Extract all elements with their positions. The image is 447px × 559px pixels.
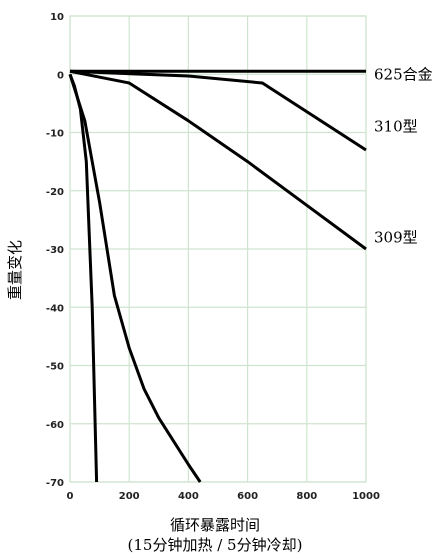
x-tick-label: 800 [296, 491, 317, 502]
y-tick-labels: 10 0 -10 -20 -30 -40 -50 -60 -70 [46, 12, 64, 489]
y-tick-label: -60 [46, 420, 64, 431]
x-tick-label: 400 [178, 491, 199, 502]
y-tick-label: 0 [57, 70, 64, 81]
series-line-5 [68, 73, 99, 483]
grid [69, 15, 367, 483]
series-line-3 [69, 69, 367, 251]
series-label-1: 625合金 [374, 65, 433, 83]
x-tick-label: 200 [119, 491, 140, 502]
series-line-2 [69, 69, 367, 152]
x-tick-label: 600 [237, 491, 258, 502]
x-tick-label: 1000 [352, 491, 380, 502]
x-axis-title: 循环暴露时间 [170, 516, 260, 534]
y-tick-label: -50 [46, 362, 64, 373]
y-tick-label: -40 [46, 303, 64, 314]
y-tick-label: -30 [46, 245, 64, 256]
y-tick-label: -10 [46, 129, 64, 140]
series-lines [68, 69, 367, 483]
y-axis-title: 重量变化 [6, 240, 24, 300]
series-label-2: 310型 [374, 118, 418, 136]
series-label-3: 309型 [374, 228, 418, 246]
x-axis-subtitle: (15分钟加热 / 5分钟冷却) [128, 536, 303, 554]
x-tick-label: 0 [67, 491, 74, 502]
y-tick-label: 10 [50, 12, 64, 23]
x-tick-labels: 0 200 400 600 800 1000 [67, 491, 380, 502]
series-line-4 [68, 73, 202, 483]
y-tick-label: -70 [46, 478, 64, 489]
series-labels: 625合金 310型 309型 [374, 65, 433, 246]
y-tick-label: -20 [46, 187, 64, 198]
